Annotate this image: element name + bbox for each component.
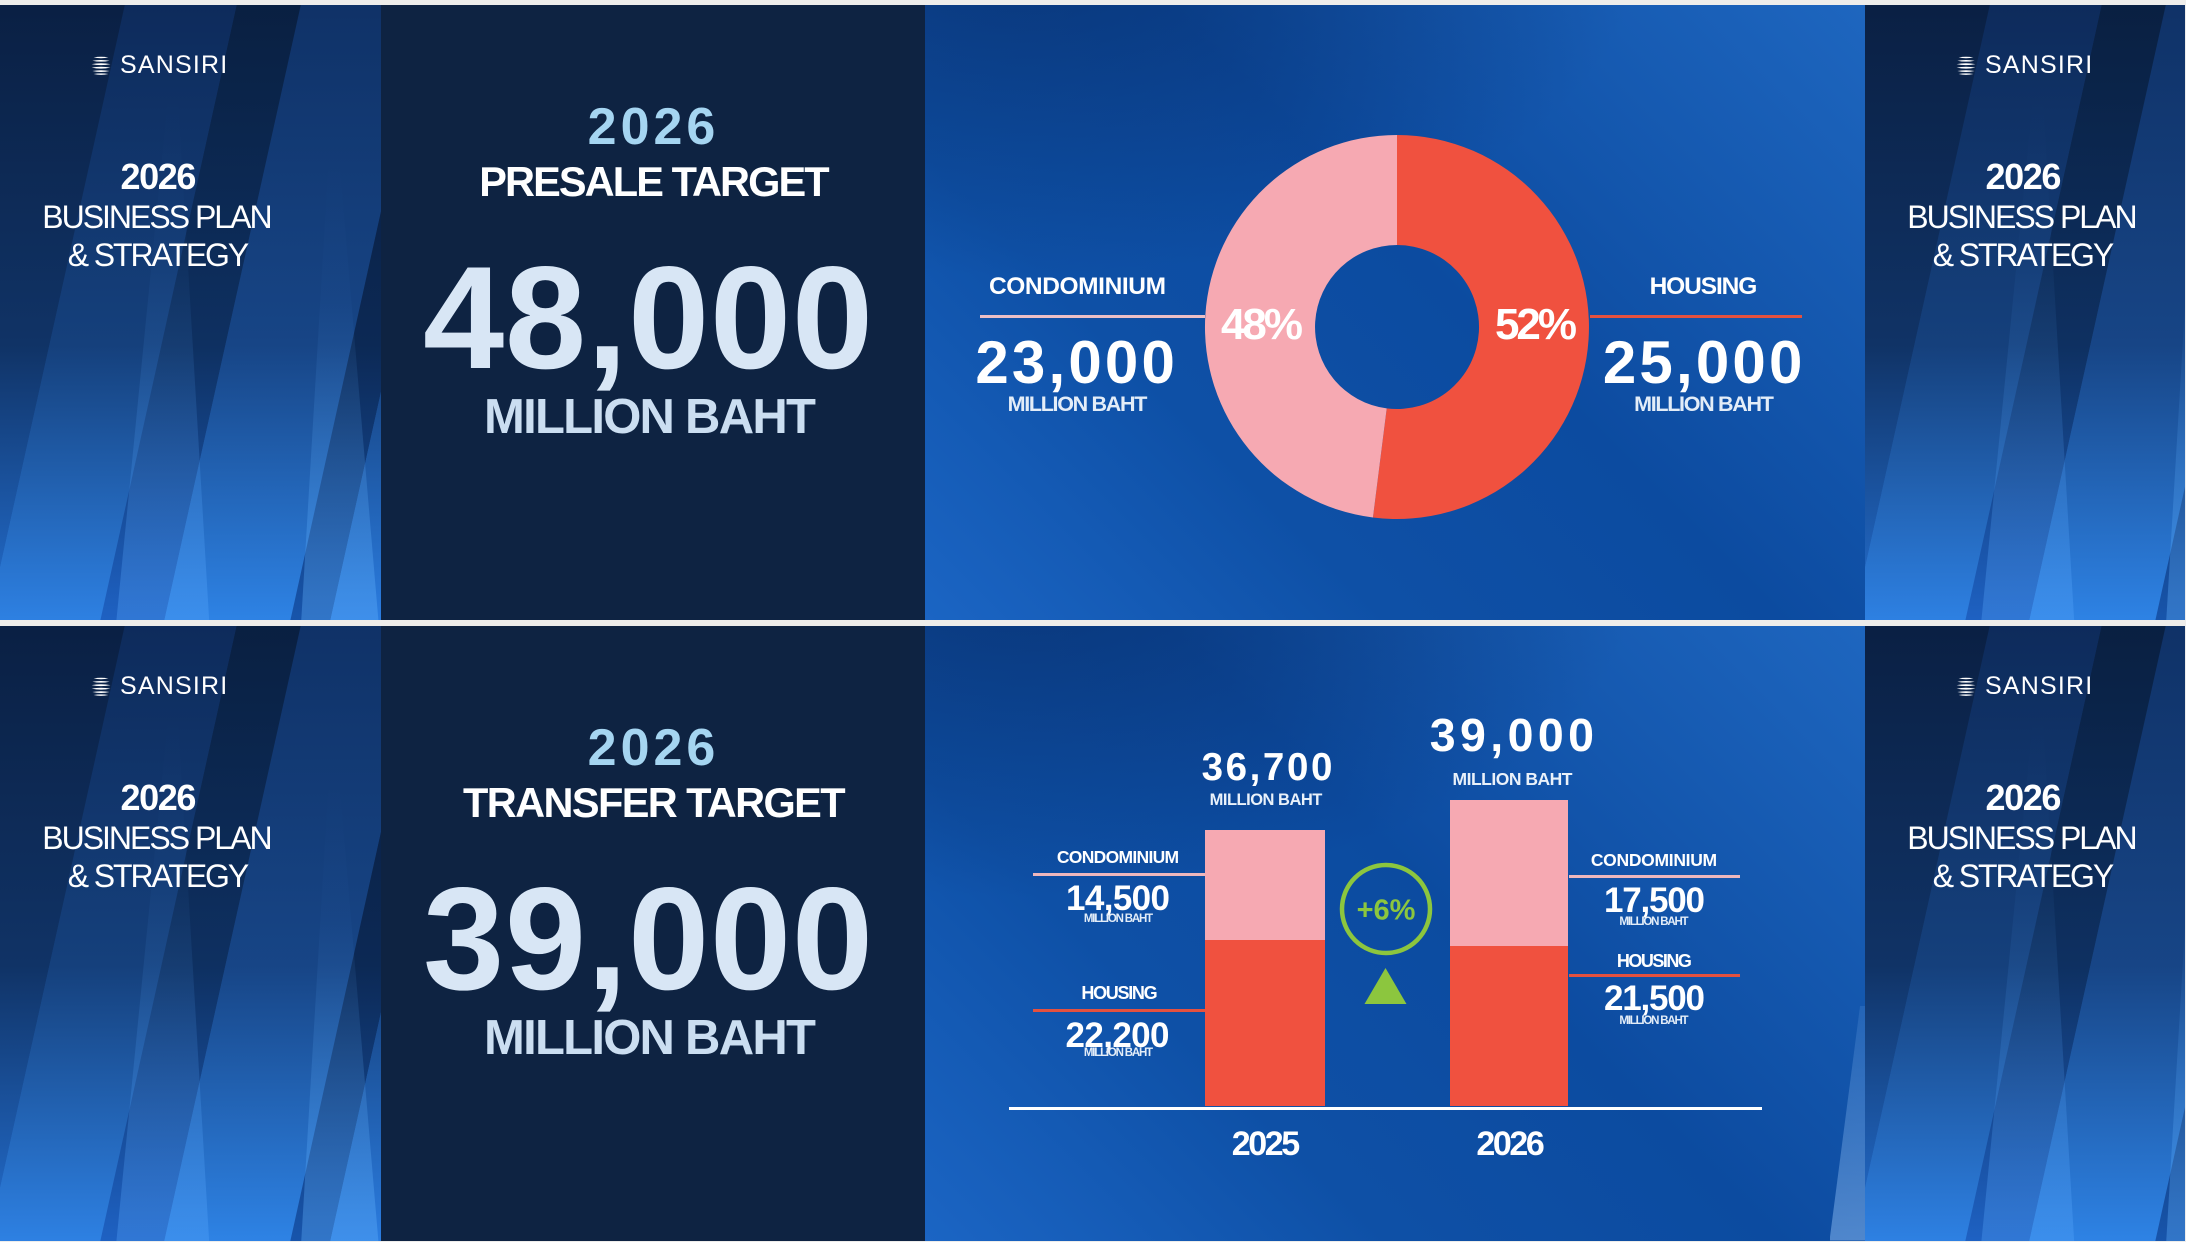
- svg-text:+6%: +6%: [1356, 894, 1415, 926]
